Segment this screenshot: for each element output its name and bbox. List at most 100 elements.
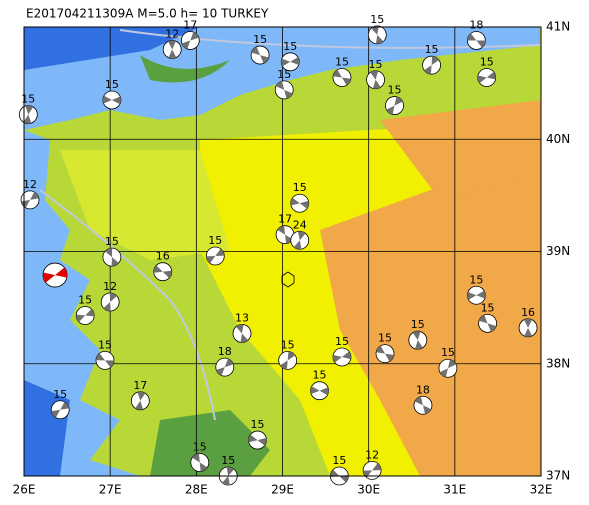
beachball-quadrant — [371, 25, 384, 44]
beachball — [75, 306, 95, 325]
depth-label: 15 — [221, 454, 235, 467]
depth-label: 15 — [78, 293, 92, 306]
beachball-quadrant — [376, 345, 394, 362]
beachball — [332, 347, 352, 367]
beachball — [466, 31, 486, 50]
beachball — [95, 350, 115, 370]
beachball — [278, 350, 298, 370]
beachball — [332, 68, 352, 87]
depth-label: 15 — [369, 58, 383, 71]
beachball-quadrant — [222, 467, 235, 485]
depth-label: 15 — [378, 332, 392, 345]
depth-label: 12 — [165, 27, 179, 40]
beachball-quadrant — [95, 353, 114, 368]
beachball-quadrant — [103, 293, 117, 312]
depth-label: 15 — [105, 235, 119, 248]
x-tick-label: 31E — [443, 483, 466, 497]
depth-label: 15 — [411, 318, 425, 331]
depth-label: 15 — [281, 338, 295, 351]
beachball-quadrant — [280, 351, 296, 370]
depth-label: 15 — [388, 84, 402, 97]
depth-label: 15 — [105, 78, 119, 91]
beachball-bg — [232, 324, 252, 343]
x-tick-label: 28E — [185, 483, 208, 497]
beachball-quadrant — [370, 70, 381, 89]
x-tick-label: 30E — [357, 483, 380, 497]
frame — [23, 26, 542, 477]
beachball — [190, 453, 210, 472]
beachball — [518, 318, 538, 338]
beachball — [408, 330, 428, 350]
depth-label: 15 — [332, 454, 346, 467]
beachball-quadrant — [414, 396, 432, 415]
beachball-quadrant — [363, 463, 382, 478]
beachball — [478, 313, 497, 333]
beachball-quadrant — [21, 191, 39, 208]
beachball-quadrant — [192, 453, 208, 472]
depth-label: 15 — [469, 273, 483, 286]
beachball — [100, 292, 120, 312]
depth-label: 15 — [335, 335, 349, 348]
beachball — [20, 190, 40, 210]
beachball — [422, 55, 441, 75]
x-tick-label: 26E — [13, 483, 36, 497]
depth-label: 15 — [53, 388, 67, 401]
beachball — [385, 96, 404, 115]
beachball — [248, 430, 267, 450]
x-tick-label: 27E — [99, 483, 122, 497]
depth-label: 13 — [235, 311, 249, 324]
beachball-bg — [130, 391, 150, 411]
depth-label: 15 — [283, 40, 297, 53]
beachball — [250, 45, 270, 65]
beachball — [466, 285, 486, 305]
y-tick-label: 41N — [546, 20, 570, 34]
beachball-quadrant — [102, 95, 121, 105]
beachball-quadrant — [293, 231, 306, 250]
y-tick-label: 38N — [546, 356, 570, 370]
beachball — [290, 193, 310, 213]
beachball-quadrant — [235, 324, 249, 343]
beachball-quadrant — [424, 56, 439, 75]
beachball-quadrant — [76, 309, 95, 322]
depth-label: 15 — [253, 33, 267, 46]
beachball-quadrant — [251, 46, 269, 64]
beachball — [180, 31, 200, 50]
beachball-quadrant — [412, 331, 423, 350]
depth-label: 15 — [208, 234, 222, 247]
depth-label: 15 — [313, 369, 327, 382]
beachball — [130, 391, 150, 411]
depth-label: 16 — [521, 306, 535, 319]
beachball — [275, 225, 295, 245]
beachball-quadrant — [104, 248, 119, 267]
beachball-quadrant — [206, 248, 225, 264]
depth-label: 17 — [278, 213, 292, 226]
beachball — [362, 460, 382, 480]
depth-label: 12 — [365, 448, 379, 461]
beachball-quadrant — [181, 32, 199, 49]
depth-label: 12 — [23, 178, 37, 191]
beachball-quadrant — [439, 359, 457, 378]
y-tick-label: 39N — [546, 244, 570, 258]
beachball — [162, 40, 182, 59]
beachball-quadrant — [310, 386, 329, 396]
beachball — [367, 25, 387, 45]
depth-label: 15 — [277, 68, 291, 81]
depth-label: 15 — [335, 56, 349, 69]
beachball-quadrant — [524, 318, 533, 337]
beachball — [413, 395, 433, 415]
beachball-quadrant — [467, 290, 486, 300]
depth-label: 15 — [441, 346, 455, 359]
beachball-quadrant — [216, 358, 234, 376]
beachball-quadrant — [43, 267, 68, 283]
x-tick-label: 29E — [271, 483, 294, 497]
beachball-quadrant — [333, 69, 351, 86]
depth-label: 18 — [416, 383, 430, 396]
beachball — [375, 344, 395, 364]
beachball — [102, 247, 122, 267]
depth-label: 15 — [481, 301, 495, 314]
beachball-quadrant — [168, 40, 177, 59]
depth-label: 24 — [293, 218, 307, 231]
beachball — [310, 381, 329, 401]
beachball — [153, 262, 173, 282]
beachball — [50, 400, 70, 420]
